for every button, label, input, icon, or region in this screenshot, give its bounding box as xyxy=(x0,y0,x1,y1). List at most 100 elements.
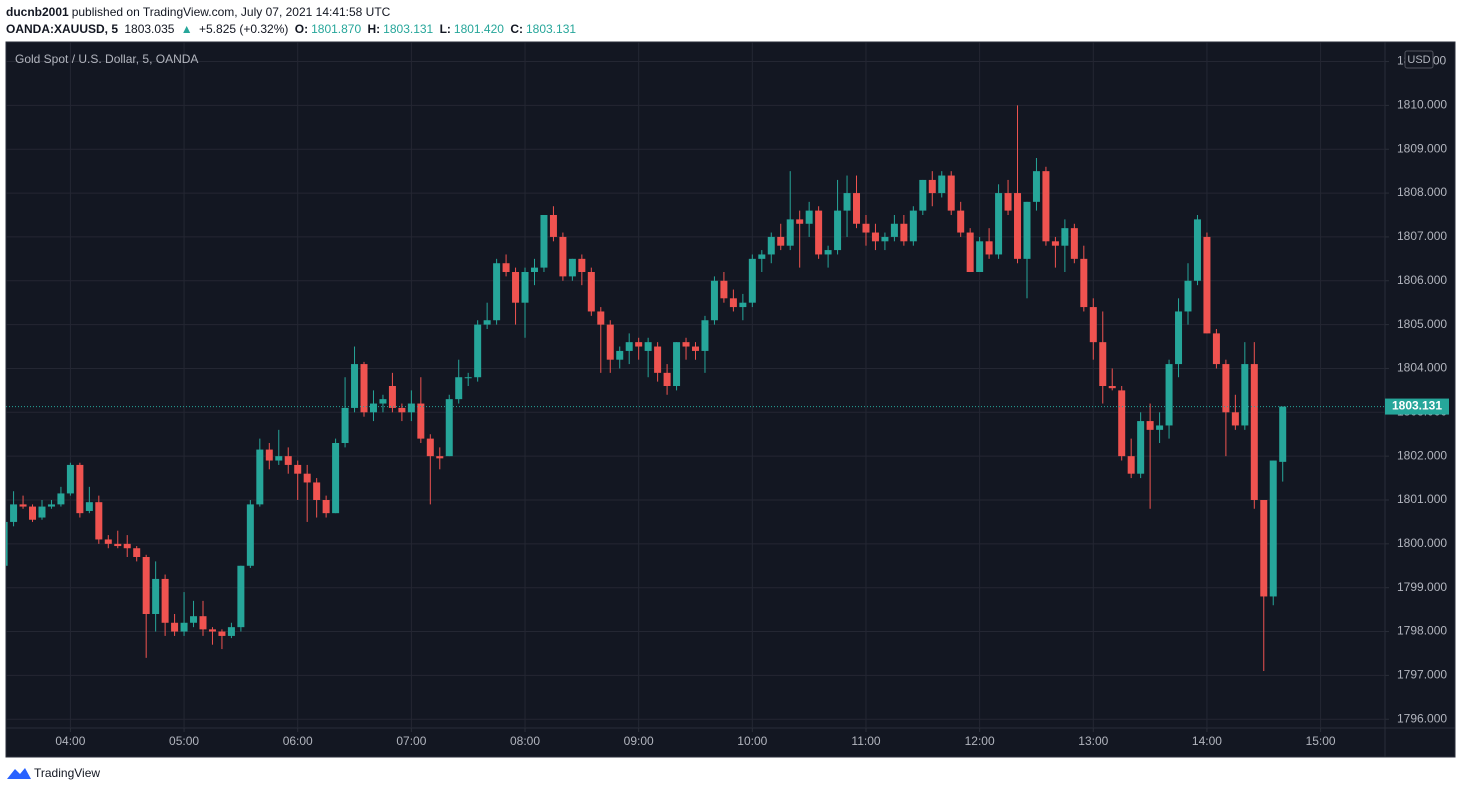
candle-body xyxy=(265,449,273,461)
candle-body xyxy=(995,193,1003,255)
candle-body xyxy=(1080,258,1088,308)
candle-body xyxy=(805,210,813,224)
candle-body xyxy=(871,232,879,242)
candle-body xyxy=(587,272,595,312)
x-tick-label: 11:00 xyxy=(851,734,880,748)
close-label: C: xyxy=(510,22,523,36)
candle-body xyxy=(398,407,406,413)
x-tick-label: 13:00 xyxy=(1078,734,1108,748)
candle-body xyxy=(957,210,965,233)
x-tick-label: 10:00 xyxy=(737,734,767,748)
candle-body xyxy=(739,302,747,308)
close-value: 1803.131 xyxy=(525,22,577,36)
candle-body xyxy=(1070,228,1078,259)
y-tick-label: 1802.000 xyxy=(1397,448,1447,462)
candle-body xyxy=(313,482,321,500)
candle-body xyxy=(1118,390,1126,457)
y-tick-label: 1800.000 xyxy=(1397,536,1447,550)
last-price-label: 1803.131 xyxy=(1392,399,1442,413)
candle-body xyxy=(388,386,396,408)
candle-body xyxy=(38,506,46,518)
y-tick-label: 1798.000 xyxy=(1397,624,1447,638)
candle-body xyxy=(1042,171,1050,242)
candle-body xyxy=(379,399,387,404)
y-tick-label: 1810.000 xyxy=(1397,98,1447,112)
candle-body xyxy=(208,629,216,632)
last-value: 1803.035 xyxy=(124,22,175,36)
candle-body xyxy=(1241,364,1249,426)
x-tick-label: 06:00 xyxy=(283,734,313,748)
candle-body xyxy=(985,241,993,255)
candle-body xyxy=(597,311,605,325)
y-tick-label: 1809.000 xyxy=(1397,141,1447,155)
x-tick-label: 09:00 xyxy=(624,734,654,748)
y-tick-label: 1799.000 xyxy=(1397,580,1447,594)
candle-body xyxy=(606,324,614,360)
candle-body xyxy=(294,464,302,474)
candle-body xyxy=(104,539,112,544)
candle-body xyxy=(540,215,548,268)
candle-body xyxy=(919,179,927,211)
candle-body xyxy=(625,342,633,351)
candle-body xyxy=(19,504,27,507)
candle-body xyxy=(568,258,576,277)
candle-body xyxy=(853,193,861,224)
footer: TradingView xyxy=(6,765,100,781)
candle-body xyxy=(862,223,870,233)
x-tick-label: 15:00 xyxy=(1306,734,1336,748)
candle-body xyxy=(1156,425,1164,430)
high-label: H: xyxy=(367,22,381,36)
candle-body xyxy=(796,219,804,224)
candle-body xyxy=(407,403,415,413)
candle-body xyxy=(436,456,444,459)
candle-body xyxy=(369,403,377,413)
candle-body xyxy=(133,548,141,557)
y-tick-label: 1804.000 xyxy=(1397,361,1447,375)
y-tick-label: 1796.000 xyxy=(1397,711,1447,725)
candle-body xyxy=(417,403,425,439)
candle-body xyxy=(246,504,254,566)
tradingview-logo[interactable] xyxy=(6,765,32,781)
candle-body xyxy=(227,627,235,636)
candle-body xyxy=(123,543,131,549)
candle-body xyxy=(947,175,955,211)
x-tick-label: 14:00 xyxy=(1192,734,1222,748)
y-tick-label: 1806.000 xyxy=(1397,273,1447,287)
grid xyxy=(6,42,1385,728)
candle-body xyxy=(938,175,946,194)
candle-body xyxy=(360,364,368,413)
low-value: 1801.420 xyxy=(453,22,504,36)
candle-body xyxy=(701,320,709,351)
candle-body xyxy=(578,258,586,272)
candle-body xyxy=(161,578,169,623)
candle-body xyxy=(303,473,311,483)
candle-body xyxy=(663,372,671,386)
candle-body xyxy=(767,236,775,255)
candle-body xyxy=(1137,421,1145,474)
candle-body xyxy=(720,280,728,299)
candle-body xyxy=(180,622,188,632)
low-label: L: xyxy=(439,22,451,36)
candle-body xyxy=(445,399,453,457)
candle-body xyxy=(1212,333,1220,365)
currency-label: USD xyxy=(1407,54,1430,66)
author[interactable]: ducnb2001 xyxy=(6,5,69,19)
y-tick-label: 1808.000 xyxy=(1397,185,1447,199)
y-tick-label: 1805.000 xyxy=(1397,317,1447,331)
candle-body xyxy=(909,210,917,242)
candle-body xyxy=(710,280,718,321)
currency-badge[interactable] xyxy=(1404,50,1434,69)
x-tick-label: 07:00 xyxy=(396,734,426,748)
candle-body xyxy=(190,616,198,623)
candle-body xyxy=(521,272,529,303)
candle-body xyxy=(1175,311,1183,365)
candle-body xyxy=(1193,219,1201,281)
candle-body xyxy=(1184,280,1192,312)
candle-body xyxy=(729,298,737,308)
brand[interactable]: TradingView xyxy=(34,766,101,780)
axes: 1796.000 1797.000 1798.000 1799.000 1800.000… xyxy=(6,54,1449,748)
candle-body xyxy=(29,506,37,520)
candle-body xyxy=(502,263,510,272)
candle-body xyxy=(114,543,122,547)
